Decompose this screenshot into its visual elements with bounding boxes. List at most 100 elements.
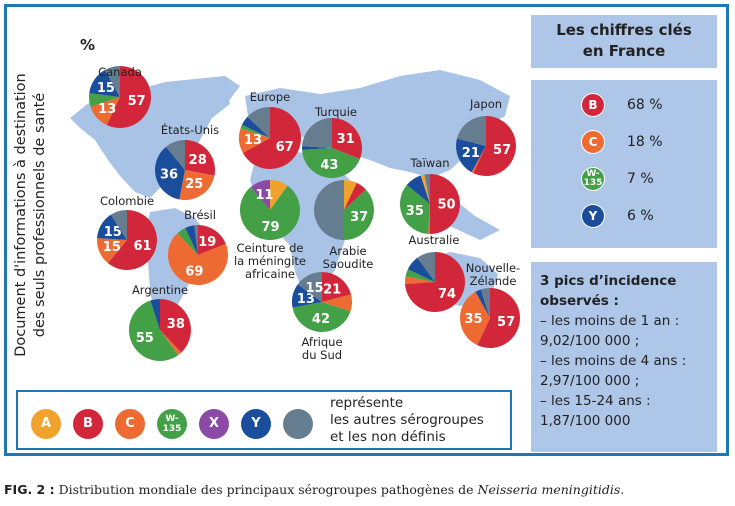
pie-slice-w135: [89, 93, 120, 107]
incidence-line: – les moins de 1 an :: [540, 313, 680, 329]
key-france-item-b: B 68 %: [581, 92, 663, 118]
pie-value-label: 21: [323, 282, 341, 297]
pie-slice-c: [160, 330, 182, 356]
pie-slice-b: [405, 252, 465, 313]
pie-slice-c: [168, 233, 229, 285]
pie-slice-b: [198, 225, 226, 255]
caption-text: Distribution mondiale des principaux sér…: [54, 482, 478, 497]
pie-slice-b: [344, 182, 366, 210]
pie-slice-a: [420, 174, 430, 204]
pie-region-label: Nouvelle-: [466, 261, 520, 275]
pie-slice-other: [302, 118, 332, 148]
pie-value-label: 28: [189, 153, 207, 168]
legend-text: représente les autres sérogroupes et les…: [330, 395, 484, 446]
legend-swatch-w135: W- 135: [157, 409, 187, 439]
pie-slice-y: [407, 257, 435, 282]
pie-slice-other: [480, 288, 490, 318]
legend-text-line-3: et les non définis: [330, 429, 446, 445]
pie-slice-c: [471, 146, 486, 174]
side-note: Document d'informations à destination de…: [12, 60, 72, 370]
unit-label: %: [80, 36, 96, 54]
incidence-line: – les moins de 4 ans :: [540, 353, 687, 369]
pie-region-label: la méningite: [234, 254, 306, 268]
incidence-line: 1,87/100 000: [540, 413, 631, 429]
pie-region-label: Arabie: [329, 244, 366, 258]
pie-slice-y: [292, 284, 322, 308]
key-france-item-w-135: W- 135 7 %: [581, 166, 654, 192]
map-eurasia: [245, 70, 510, 178]
pie-slice-b: [322, 272, 352, 302]
pie-value-label: 31: [337, 132, 355, 147]
pie-slice-b: [107, 209, 157, 270]
pie-slice-y: [97, 214, 127, 240]
pie-slice-c: [405, 276, 435, 284]
pie-value-label: 61: [133, 239, 151, 254]
pie-region-label: du Sud: [302, 348, 342, 362]
pie-region-label: Canada: [98, 65, 142, 79]
pie-slice-y: [155, 146, 185, 200]
pie-value-label: 15: [104, 225, 122, 240]
pie-value-label: 11: [255, 188, 273, 203]
pie-japon: 57 21 Japon: [455, 97, 516, 176]
pie-value-label: 38: [167, 317, 185, 332]
pie-slice-w135: [400, 184, 430, 234]
pie-slice-other: [314, 180, 344, 240]
pie-value-label: 13: [98, 102, 116, 117]
pie-region-label: Saoudite: [323, 257, 374, 271]
pie-slice-c: [239, 128, 270, 153]
pie-slice-y: [150, 299, 160, 330]
pie-slice-w135: [240, 185, 301, 241]
pie-region-label: Taïwan: [409, 156, 449, 170]
pie-value-label: 35: [464, 312, 482, 327]
pie-value-label: 74: [438, 287, 456, 302]
pie-slice-y: [455, 138, 486, 173]
incidence-heading-2: observés :: [540, 293, 619, 309]
key-france-value: 6 %: [627, 208, 654, 224]
legend-swatch-a: A: [31, 409, 61, 439]
pie-slice-w135: [240, 124, 270, 138]
pie-value-label: 42: [312, 312, 330, 327]
key-france-list: B 68 % C 18 % W- 135 7 % Y 6 %: [531, 80, 717, 248]
pie-region-label: africaine: [245, 267, 295, 281]
legend-swatch-b: B: [73, 409, 103, 439]
pie-region-label: Ceinture de: [237, 241, 304, 255]
pie-value-label: 79: [261, 220, 279, 235]
pie-slice-other: [110, 210, 127, 240]
pie-slice-a: [270, 180, 288, 210]
pie-slice-b: [473, 116, 516, 176]
key-france-title-line-1: Les chiffres clés: [556, 21, 692, 39]
pie-slice-x: [250, 180, 270, 210]
pie-value-label: 36: [160, 168, 178, 183]
pie-slice-b: [160, 299, 191, 353]
pie-slice-b: [106, 66, 151, 128]
pie-argentine: 38 55 Argentine: [129, 283, 191, 361]
serogroup-badge-w-135: W- 135: [581, 167, 605, 191]
pie-slice-a: [344, 180, 357, 210]
pie-region-label: Zélande: [470, 274, 517, 288]
pie-region-label: Turquie: [314, 105, 357, 119]
pie-region-label: Japon: [469, 97, 502, 111]
pie-slice-w135: [344, 189, 374, 240]
caption-fig-label: FIG. 2 :: [4, 482, 55, 497]
side-note-line-2: des seuls professionnels de santé: [32, 92, 48, 338]
pie-bresil: 19 69 Brésil: [168, 208, 229, 285]
incidence-line: 9,02/100 000 ;: [540, 333, 640, 349]
pie-region-label: Australie: [409, 233, 460, 247]
pie-region-label: Argentine: [132, 283, 188, 297]
incidence-line: – les 15-24 ans :: [540, 393, 651, 409]
pie-value-label: 57: [128, 94, 146, 109]
legend-swatch-c: C: [115, 409, 145, 439]
pie-australie: 74 Australie: [405, 233, 465, 313]
pie-slice-c: [97, 238, 127, 264]
serogroup-badge-c: C: [581, 130, 605, 154]
pie-slice-other: [194, 225, 198, 255]
pie-slice-w135: [292, 302, 351, 333]
pie-europe: 67 13 Europe: [239, 90, 301, 169]
pie-region-label: Brésil: [184, 208, 216, 222]
pie-slice-y: [185, 225, 198, 255]
pie-region-label: Colombie: [100, 194, 154, 208]
pie-turquie: 31 43 Turquie: [302, 105, 362, 178]
